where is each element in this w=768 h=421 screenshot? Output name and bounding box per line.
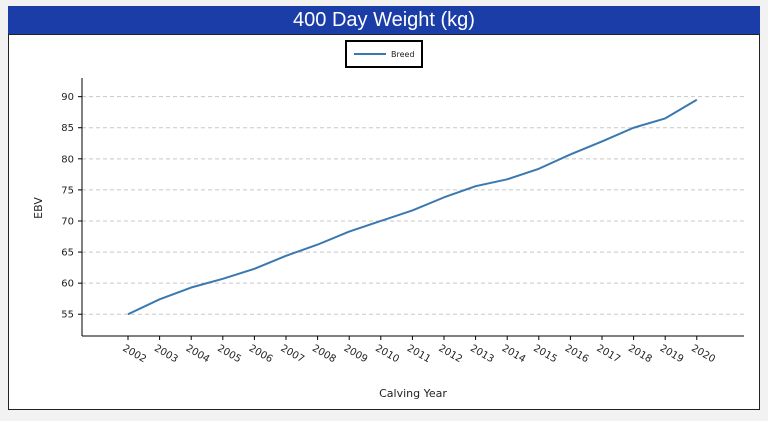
x-tick-label: 2016 (563, 343, 591, 365)
grid-lines (82, 96, 744, 315)
y-tick-label: 70 (61, 216, 74, 227)
x-tick-label: 2007 (279, 343, 307, 365)
y-tick-label: 55 (61, 310, 74, 321)
x-tick-label: 2020 (689, 343, 717, 365)
x-tick-label: 2009 (342, 343, 370, 365)
x-tick-label: 2019 (658, 343, 686, 365)
y-tick-label: 90 (61, 92, 74, 103)
legend: Breed (345, 40, 423, 68)
x-tick-label: 2011 (405, 343, 433, 365)
x-tick-label: 2015 (531, 343, 559, 365)
x-tick-label: 2012 (437, 343, 465, 365)
y-tick-label: 60 (61, 279, 74, 290)
x-tick-label: 2004 (184, 343, 212, 365)
y-tick-label: 75 (61, 185, 74, 196)
x-tick-label: 2018 (626, 343, 654, 365)
y-tick-label: 65 (61, 248, 74, 259)
chart-title: 400 Day Weight (kg) (8, 6, 760, 34)
legend-label: Breed (391, 50, 415, 59)
x-tick-label: 2002 (121, 343, 149, 365)
x-tick-label: 2003 (152, 343, 180, 365)
x-tick-label: 2006 (247, 343, 275, 365)
x-tick-labels: 2002 2003 2004 2005 2006 2007 2008 2009 2010 2011… (121, 343, 717, 365)
x-tick-label: 2017 (595, 343, 623, 365)
x-tick-label: 2014 (500, 343, 528, 365)
x-tick-label: 2010 (373, 343, 401, 365)
x-tick-label: 2013 (468, 343, 496, 365)
y-tick-label: 85 (61, 123, 74, 134)
y-axis-title: EBV (32, 197, 45, 219)
axes (78, 78, 744, 340)
y-tick-labels: 55 60 65 70 75 80 85 90 (61, 92, 74, 321)
series-group (127, 98, 698, 316)
x-tick-label: 2005 (215, 343, 243, 365)
x-tick-label: 2008 (310, 343, 338, 365)
x-axis-title: Calving Year (379, 387, 447, 400)
y-tick-label: 80 (61, 154, 74, 165)
series-line-breed (127, 98, 698, 316)
